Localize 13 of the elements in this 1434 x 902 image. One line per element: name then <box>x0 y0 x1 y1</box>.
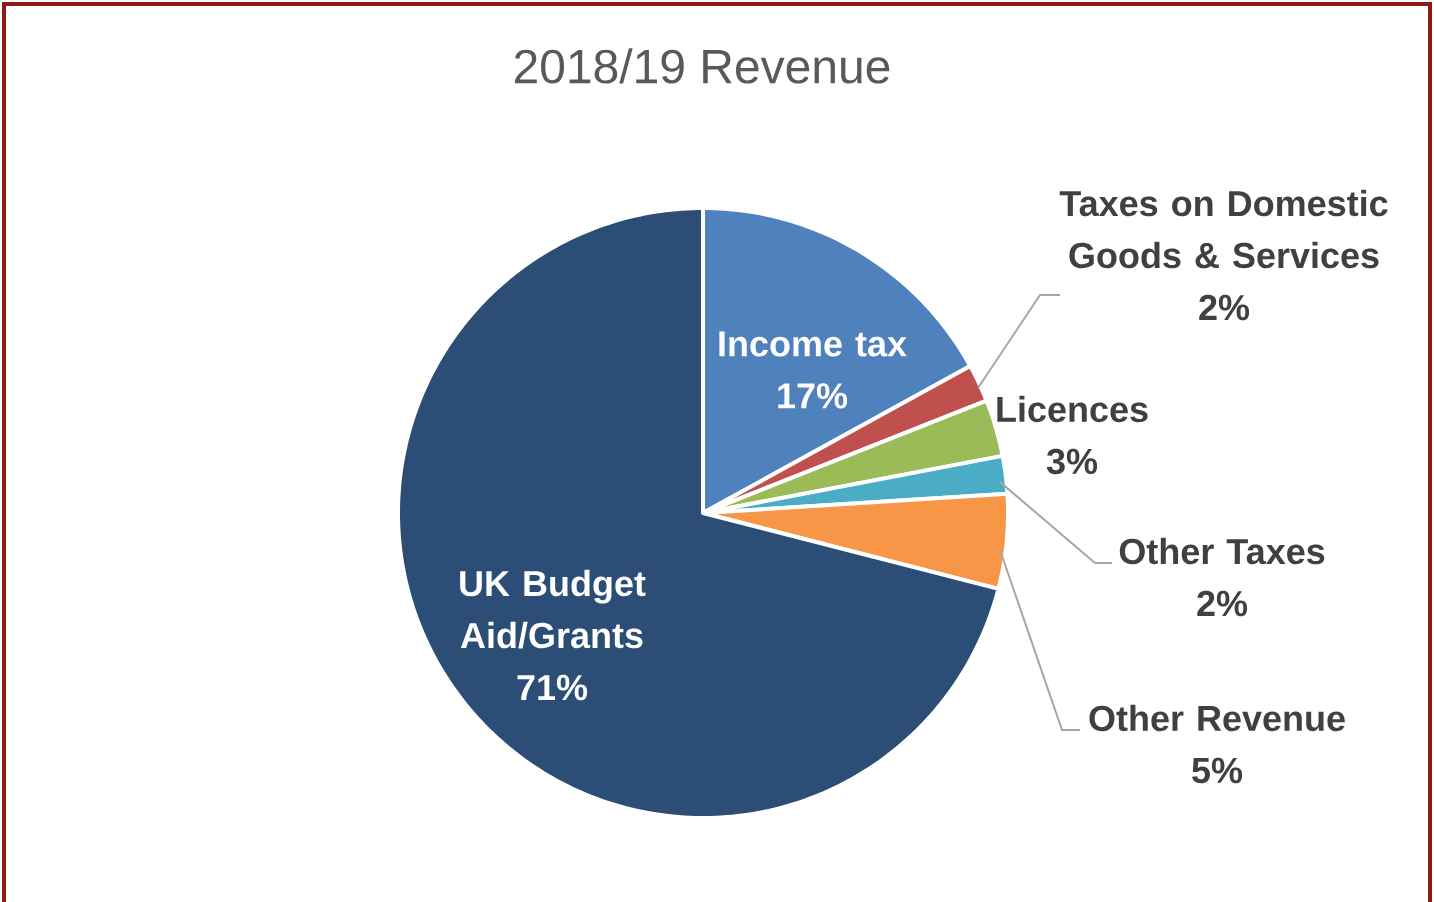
data-label: 3% <box>1046 448 1098 475</box>
slice-label: Income tax <box>719 331 907 357</box>
data-label: 71% <box>517 674 588 701</box>
slice-label: Other Taxes <box>1119 537 1325 565</box>
data-label: 17% <box>778 383 848 409</box>
data-label: 2% <box>1197 590 1248 617</box>
slice-label: UK Budget Aid/Grants <box>460 569 646 649</box>
slice-label: Other Revenue <box>1089 704 1345 732</box>
chart-title: 2018/19 Revenue <box>514 48 890 84</box>
slice-label: Licences <box>997 395 1148 423</box>
data-label: 5% <box>1192 757 1243 784</box>
slice-label: Taxes on Domestic Goods & Services <box>1059 189 1388 269</box>
data-label: 2% <box>1199 294 1250 321</box>
